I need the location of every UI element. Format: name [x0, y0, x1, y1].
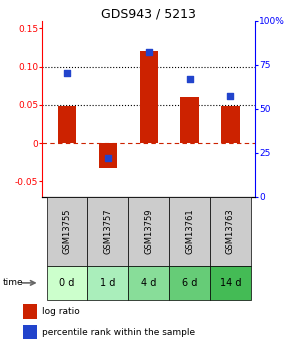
Point	[146, 50, 151, 55]
Bar	[23, 325, 37, 339]
Text: log ratio: log ratio	[42, 307, 80, 316]
Text: GSM13763: GSM13763	[226, 208, 235, 254]
Bar	[210, 266, 251, 300]
Point	[65, 71, 69, 76]
Bar	[58, 106, 76, 143]
Point	[187, 76, 192, 81]
Bar	[180, 97, 199, 143]
Bar	[169, 197, 210, 266]
Text: GSM13761: GSM13761	[185, 208, 194, 254]
Text: GSM13755: GSM13755	[62, 208, 71, 254]
Bar	[47, 197, 87, 266]
Bar	[99, 143, 117, 168]
Bar	[47, 266, 87, 300]
Text: 14 d: 14 d	[220, 278, 241, 288]
Text: 1 d: 1 d	[100, 278, 115, 288]
Bar	[210, 197, 251, 266]
Bar	[23, 304, 37, 319]
Bar	[221, 106, 240, 143]
Text: 6 d: 6 d	[182, 278, 197, 288]
Text: 4 d: 4 d	[141, 278, 156, 288]
Text: 0 d: 0 d	[59, 278, 75, 288]
Bar	[128, 197, 169, 266]
Point	[105, 155, 110, 161]
Bar	[169, 266, 210, 300]
Text: percentile rank within the sample: percentile rank within the sample	[42, 328, 195, 337]
Bar	[139, 51, 158, 143]
Text: GSM13759: GSM13759	[144, 208, 153, 254]
Bar	[87, 266, 128, 300]
Title: GDS943 / 5213: GDS943 / 5213	[101, 8, 196, 21]
Text: time: time	[3, 278, 23, 287]
Bar	[87, 197, 128, 266]
Point	[228, 93, 233, 99]
Text: GSM13757: GSM13757	[103, 208, 112, 254]
Bar	[128, 266, 169, 300]
